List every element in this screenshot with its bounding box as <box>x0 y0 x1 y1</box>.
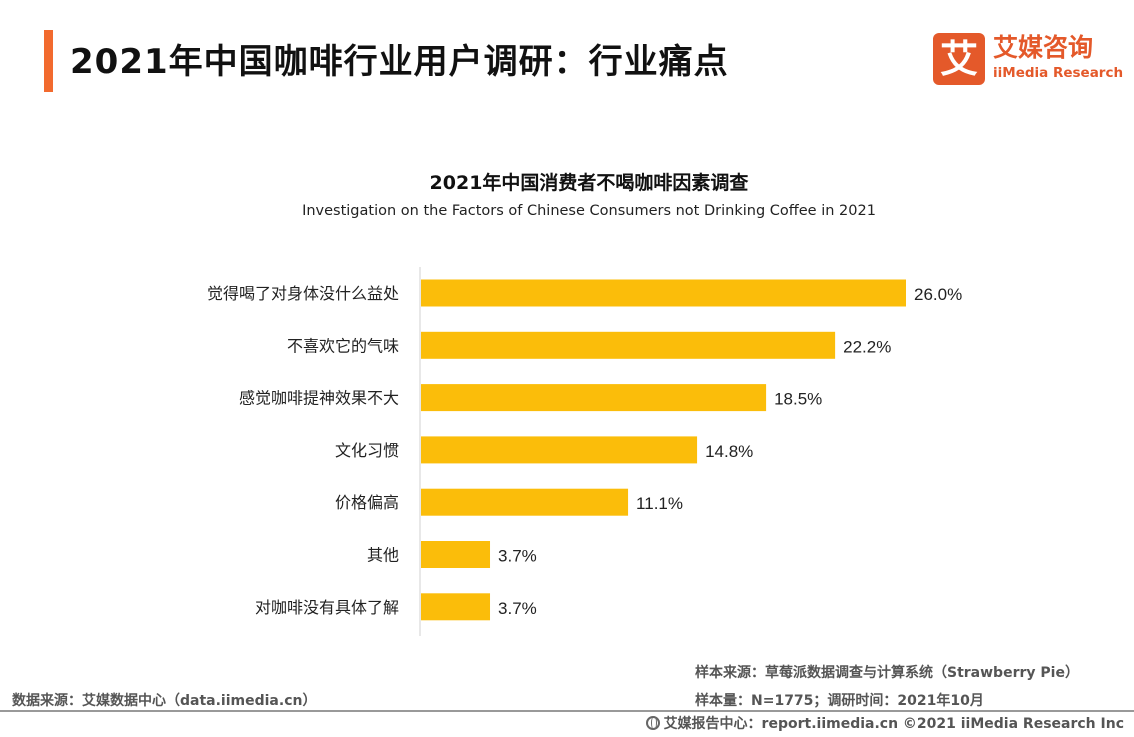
bar-4 <box>421 488 629 516</box>
data-label: 11.1% <box>636 494 683 513</box>
bar-6 <box>421 593 491 621</box>
chart-title: 2021年中国消费者不喝咖啡因素调查 <box>429 172 749 194</box>
sample-source-note: 样本来源：草莓派数据调查与计算系统（Strawberry Pie） <box>695 665 1079 681</box>
category-label: 其他 <box>367 546 399 565</box>
logo-name-en: iiMedia Research <box>993 65 1124 81</box>
bar-2 <box>421 384 767 412</box>
category-label: 价格偏高 <box>335 493 399 512</box>
copyright-text: 艾媒报告中心：report.iimedia.cn ©2021 iiMedia R… <box>663 716 1124 732</box>
chart-subtitle: Investigation on the Factors of Chinese … <box>302 203 876 219</box>
copyright-line: 艾媒报告中心：report.iimedia.cn ©2021 iiMedia R… <box>645 713 1124 733</box>
category-label: 感觉咖啡提神效果不大 <box>239 389 399 408</box>
page-title: 2021年中国咖啡行业用户调研：行业痛点 <box>70 42 729 82</box>
data-label: 14.8% <box>705 442 753 461</box>
category-label: 不喜欢它的气味 <box>287 336 399 355</box>
logo-name-cn: 艾媒咨询 <box>993 33 1094 62</box>
bar-1 <box>421 331 836 359</box>
title-accent-bar <box>44 30 53 92</box>
category-label: 文化习惯 <box>335 441 399 460</box>
data-label: 18.5% <box>774 390 822 409</box>
data-label: 26.0% <box>914 285 962 304</box>
bar-5 <box>421 541 491 568</box>
data-label: 3.7% <box>498 547 537 566</box>
data-source-note: 数据来源：艾媒数据中心（data.iimedia.cn） <box>12 693 317 709</box>
data-label: 22.2% <box>843 337 891 356</box>
sample-size-note: 样本量：N=1775；调研时间：2021年10月 <box>695 693 984 709</box>
category-label: 对咖啡没有具体了解 <box>255 598 399 617</box>
category-label: 觉得喝了对身体没什么益处 <box>207 284 399 303</box>
iimedia-logo: 艾 艾媒咨询 iiMedia Research <box>933 33 1123 89</box>
bar-0 <box>421 279 906 307</box>
data-label: 3.7% <box>498 599 537 618</box>
globe-icon <box>645 716 660 730</box>
bar-3 <box>421 436 698 464</box>
footer-divider <box>0 710 1134 712</box>
logo-mark-icon: 艾 <box>933 33 985 85</box>
